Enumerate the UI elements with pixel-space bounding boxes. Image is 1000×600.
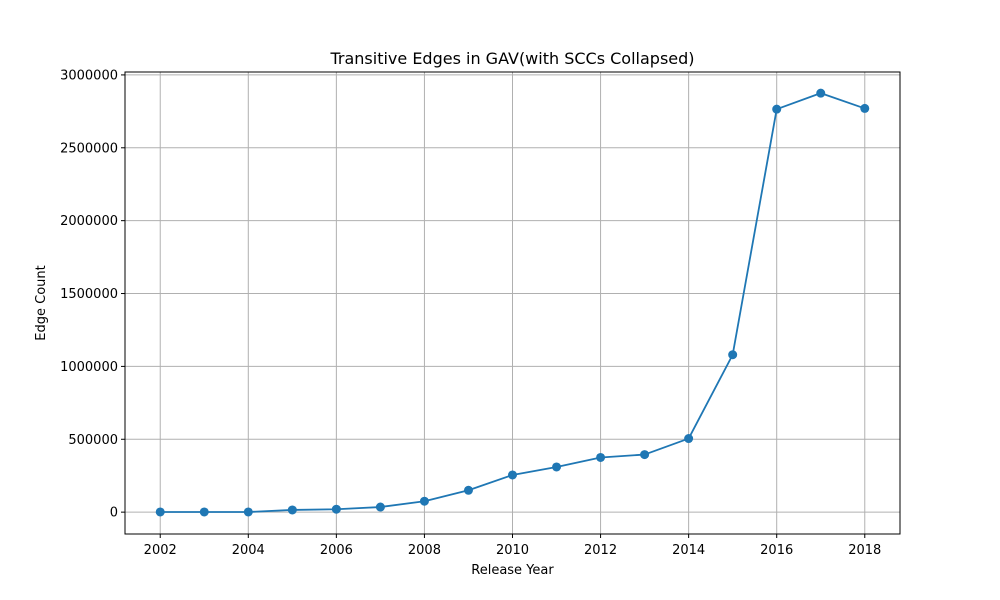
grid-lines [125,72,900,534]
x-tick-label: 2006 [320,543,353,558]
data-point [375,502,385,512]
data-point [331,504,341,514]
chart-title: Transitive Edges in GAV(with SCCs Collap… [329,49,694,68]
data-point [508,470,517,480]
x-tick-label: 2008 [408,543,441,558]
x-tick-label: 2012 [584,543,617,558]
y-tick-label: 3000000 [60,68,118,83]
data-point [684,434,694,444]
data-point [860,103,870,113]
x-tick-label: 2010 [496,543,529,558]
data-point [199,507,209,517]
y-tick-label: 1500000 [60,287,118,302]
y-tick-label: 1000000 [60,360,118,375]
data-point [419,496,429,506]
data-point [596,452,606,462]
data-point [640,450,650,460]
x-tick-label: 2014 [672,543,705,558]
data-point [243,507,253,517]
y-tick-label: 2000000 [60,214,118,229]
y-axis-label: Edge Count [34,265,49,340]
data-point [772,104,782,114]
data-point [728,350,738,360]
x-axis-ticks: 2002 2004 2006 2008 2010 2012 2014 2016 2018 [144,534,881,558]
y-tick-label: 500000 [68,433,118,448]
x-axis-label: Release Year [471,563,554,578]
y-axis-ticks: 0 500000 1000000 1500000 2000000 2500000 30000… [60,68,125,521]
data-point [552,462,562,472]
data-point [816,88,826,98]
x-tick-label: 2018 [848,543,881,558]
data-points [155,88,870,517]
y-tick-label: 0 [110,506,118,521]
data-point [155,507,165,517]
data-point [463,485,473,495]
x-tick-label: 2016 [760,543,793,558]
data-point [287,505,297,515]
x-tick-label: 2002 [144,543,177,558]
x-tick-label: 2004 [232,543,265,558]
y-tick-label: 2500000 [60,141,118,156]
